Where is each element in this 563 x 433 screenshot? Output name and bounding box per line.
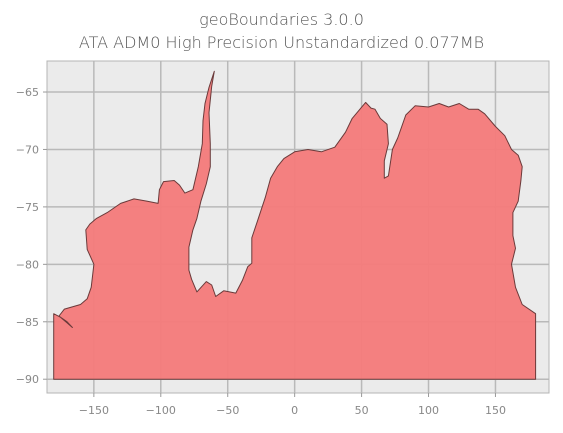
y-tick-label: −85 — [16, 316, 39, 329]
x-tick-label: 100 — [418, 404, 439, 417]
plot-frame — [46, 60, 550, 394]
x-axis: −150 −100 −50 0 50 100 150 — [79, 393, 506, 417]
x-tick-label: −150 — [79, 404, 109, 417]
x-tick-label: 0 — [291, 404, 298, 417]
y-tick-label: −90 — [16, 373, 39, 386]
x-tick-label: 50 — [355, 404, 369, 417]
x-tick-label: −100 — [146, 404, 176, 417]
figure-title-line2: ATA ADM0 High Precision Unstandardized 0… — [78, 33, 485, 52]
y-axis: −65 −70 −75 −80 −85 −90 — [16, 86, 47, 386]
y-tick-label: −80 — [16, 258, 39, 271]
x-tick-label: 150 — [485, 404, 506, 417]
x-tick-label: −50 — [216, 404, 239, 417]
antarctica-landmass — [53, 70, 537, 380]
figure-title-line1: geoBoundaries 3.0.0 — [199, 10, 364, 29]
y-tick-label: −65 — [16, 86, 39, 99]
y-tick-label: −75 — [16, 201, 39, 214]
y-tick-label: −70 — [16, 143, 39, 156]
